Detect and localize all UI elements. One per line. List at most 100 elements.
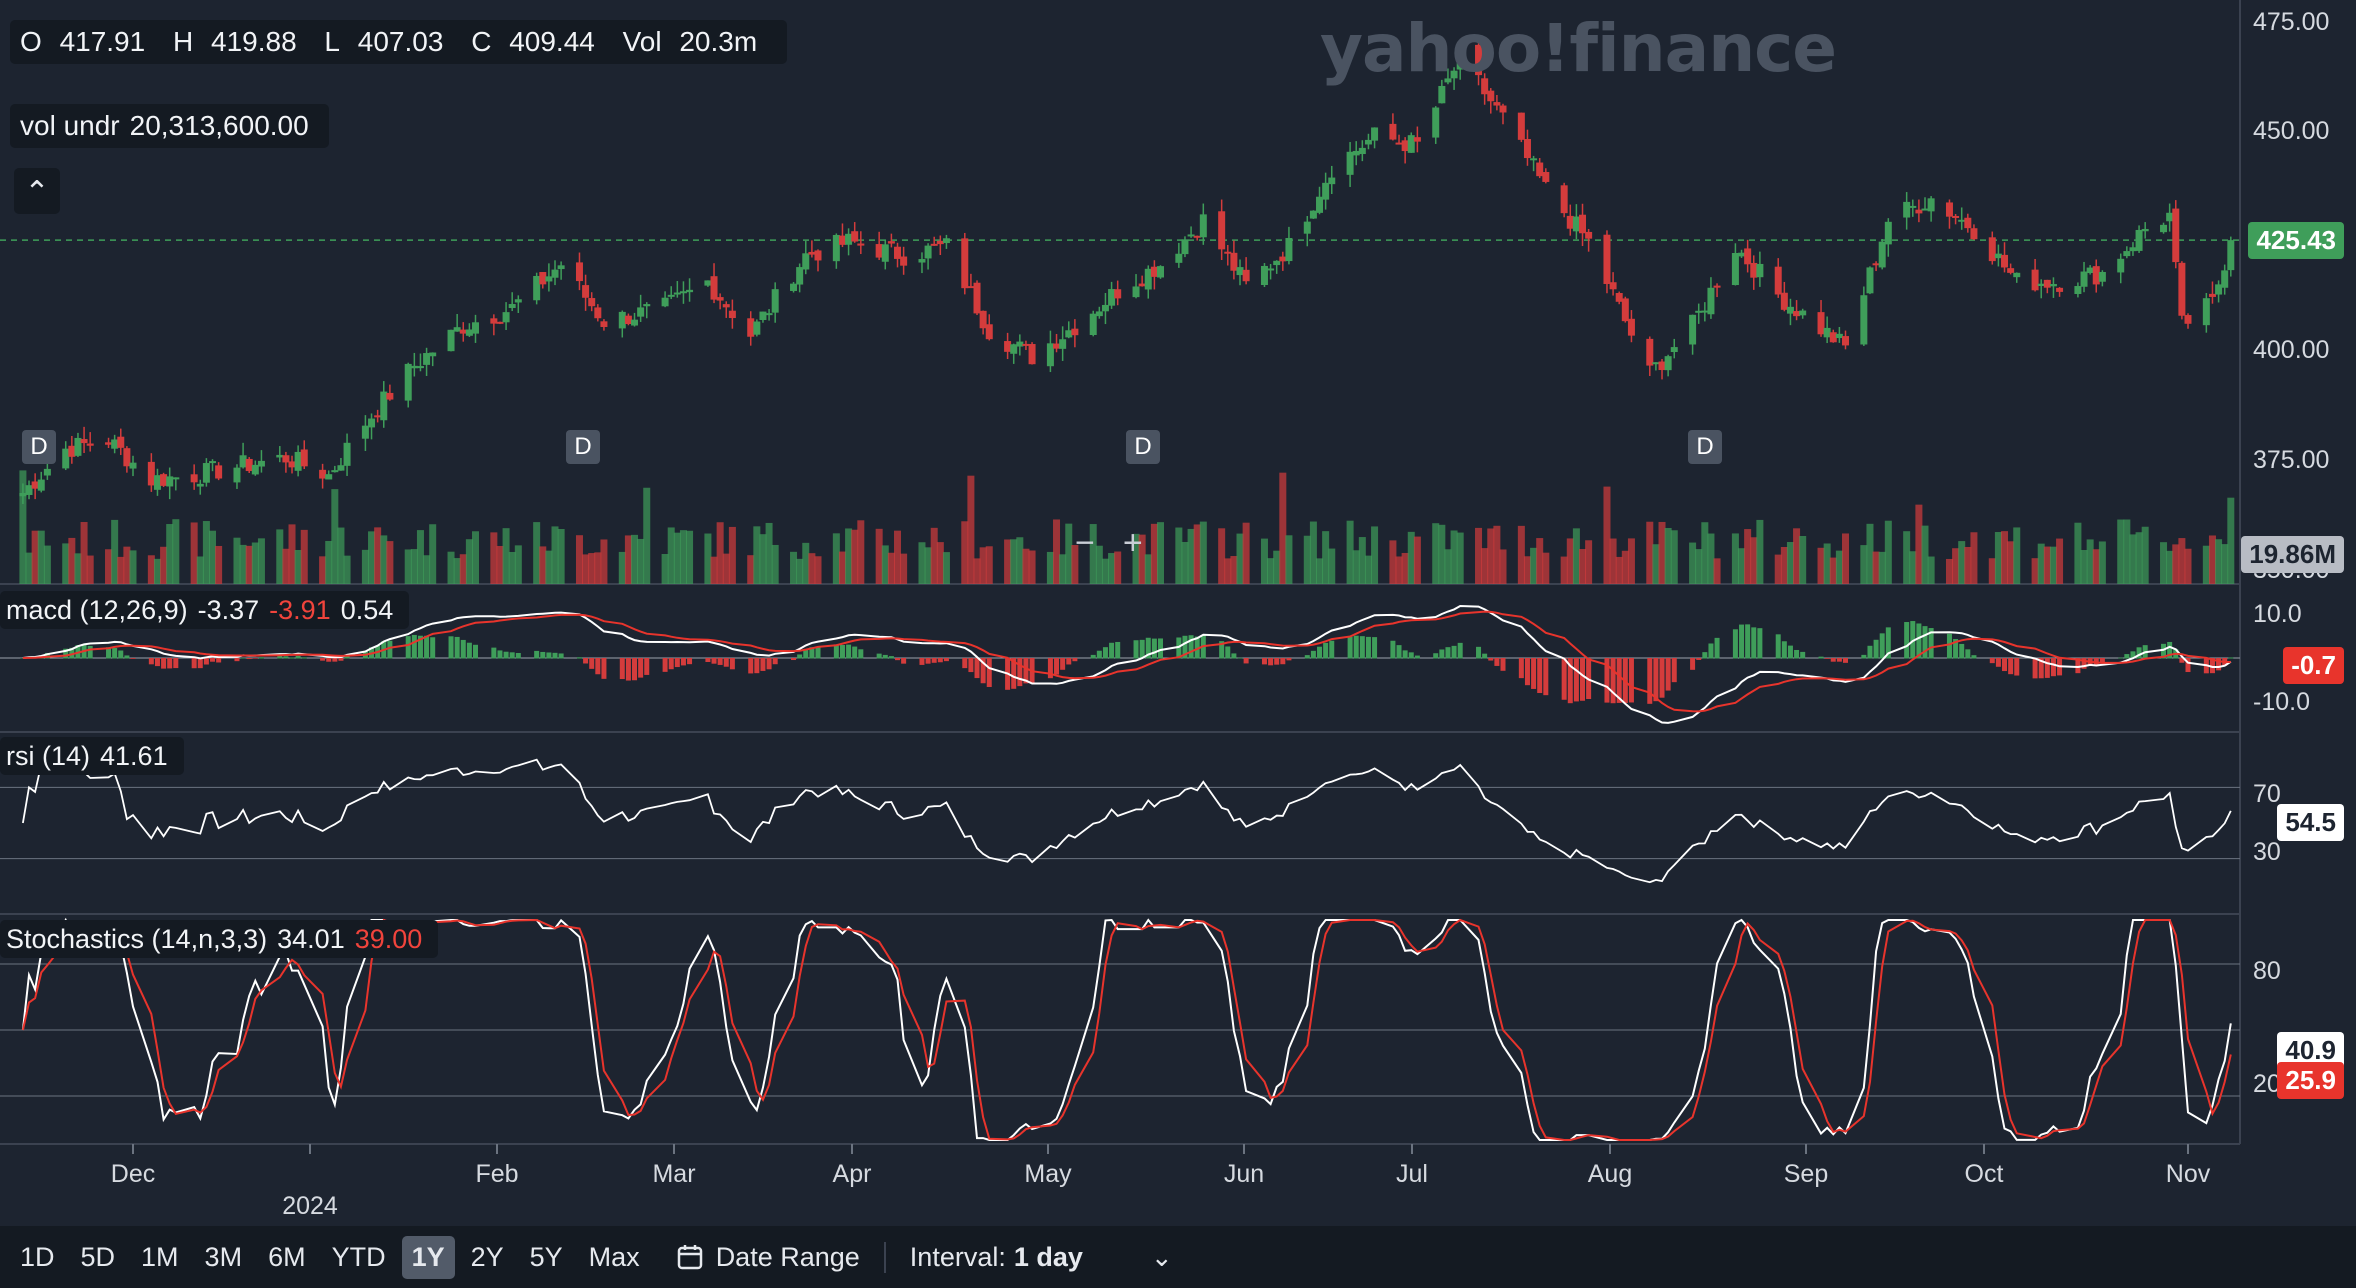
macd-histogram-bar bbox=[1708, 643, 1714, 659]
candle bbox=[1413, 137, 1421, 142]
candle bbox=[1108, 289, 1116, 306]
candle bbox=[2227, 240, 2235, 271]
candle bbox=[1799, 310, 1807, 316]
macd-histogram-bar bbox=[1317, 646, 1323, 659]
range-1y-button[interactable]: 1Y bbox=[401, 1235, 455, 1279]
macd-histogram-bar bbox=[1628, 658, 1634, 703]
candle bbox=[2086, 267, 2094, 274]
zoom-in-button[interactable]: + bbox=[1122, 524, 1143, 562]
dividend-marker[interactable]: D bbox=[566, 430, 600, 464]
range-3m-button[interactable]: 3M bbox=[204, 1241, 243, 1272]
range-2y-button[interactable]: 2Y bbox=[470, 1241, 504, 1272]
macd-histogram-bar bbox=[1604, 658, 1610, 703]
candle bbox=[1046, 343, 1054, 367]
candle bbox=[160, 474, 168, 486]
range-6m-button[interactable]: 6M bbox=[268, 1241, 306, 1272]
range-max-button[interactable]: Max bbox=[588, 1241, 640, 1272]
candle bbox=[936, 240, 944, 245]
volume-bar bbox=[1786, 542, 1794, 584]
range-5d-button[interactable]: 5D bbox=[80, 1241, 116, 1272]
candle bbox=[1260, 265, 1268, 286]
candle bbox=[1059, 339, 1067, 349]
candle bbox=[2135, 229, 2143, 251]
macd-histogram-bar bbox=[1690, 658, 1696, 670]
candle bbox=[1664, 356, 1672, 371]
volume-bar bbox=[918, 542, 926, 584]
candle bbox=[1150, 266, 1158, 277]
candle bbox=[575, 262, 583, 282]
candle bbox=[1267, 268, 1275, 271]
candle bbox=[1731, 252, 1739, 286]
candle bbox=[1603, 234, 1611, 284]
volume-bar bbox=[765, 522, 773, 584]
macd-histogram-bar bbox=[1115, 641, 1121, 659]
volume-bar bbox=[1829, 557, 1837, 584]
volume-bar bbox=[2208, 535, 2216, 584]
candle bbox=[502, 312, 510, 323]
volume-bar bbox=[2013, 527, 2021, 584]
candle bbox=[2123, 251, 2131, 257]
range-1d-button[interactable]: 1D bbox=[20, 1241, 55, 1272]
macd-histogram-bar bbox=[1268, 658, 1274, 666]
macd-histogram-bar bbox=[589, 658, 595, 669]
candle bbox=[1438, 85, 1446, 104]
macd-histogram-bar bbox=[803, 649, 809, 659]
volume-bar bbox=[1432, 523, 1440, 584]
volume-bar bbox=[1071, 545, 1079, 584]
macd-histogram-bar bbox=[466, 642, 472, 659]
range-5y-button[interactable]: 5Y bbox=[529, 1241, 563, 1272]
candle bbox=[2037, 283, 2045, 287]
macd-histogram-bar bbox=[1665, 658, 1671, 691]
dividend-marker[interactable]: D bbox=[22, 430, 56, 464]
close-label: C bbox=[471, 26, 492, 57]
macd-histogram-bar bbox=[405, 636, 411, 659]
volume-bar bbox=[343, 555, 351, 584]
macd-histogram-bar bbox=[277, 655, 283, 659]
macd-histogram-bar bbox=[63, 648, 69, 659]
volume-bar bbox=[1621, 550, 1629, 584]
macd-histogram-bar bbox=[931, 658, 937, 663]
volume-bar bbox=[1175, 527, 1183, 584]
candle bbox=[386, 392, 394, 400]
volume-bar bbox=[86, 555, 94, 584]
dividend-marker[interactable]: D bbox=[1126, 430, 1160, 464]
candle bbox=[472, 322, 479, 334]
macd-histogram-bar bbox=[154, 658, 160, 667]
candle bbox=[239, 455, 247, 468]
volume-bar bbox=[1022, 548, 1030, 584]
macd-histogram-bar bbox=[1885, 627, 1891, 659]
candle bbox=[1395, 142, 1403, 145]
candle bbox=[1364, 139, 1372, 145]
chevron-up-icon[interactable]: ⌃ bbox=[14, 168, 60, 214]
candle bbox=[539, 272, 547, 285]
macd-histogram-bar bbox=[1922, 626, 1928, 659]
ohlc-summary: O 417.91 H 419.88 L 407.03 C 409.44 Vol … bbox=[10, 20, 788, 64]
zoom-out-button[interactable]: − bbox=[1075, 524, 1095, 562]
macd-label: macd (12,26,9) bbox=[6, 595, 188, 625]
chart-area[interactable] bbox=[0, 0, 2356, 1226]
interval-select[interactable]: Interval: 1 day ⌄ bbox=[910, 1242, 1173, 1273]
range-1m-button[interactable]: 1M bbox=[141, 1241, 179, 1272]
dividend-marker[interactable]: D bbox=[1688, 430, 1722, 464]
candle bbox=[1089, 313, 1097, 336]
candle bbox=[1689, 314, 1697, 345]
candle bbox=[808, 251, 816, 255]
volume-bar bbox=[1530, 547, 1538, 584]
date-range-button[interactable]: Date Range bbox=[676, 1241, 886, 1273]
volume-bar bbox=[1994, 532, 2002, 584]
volume-bar bbox=[557, 528, 565, 584]
volume-bar bbox=[1487, 528, 1495, 584]
range-ytd-button[interactable]: YTD bbox=[331, 1241, 386, 1272]
candle bbox=[551, 269, 559, 278]
volume-bar bbox=[1744, 529, 1752, 584]
candle bbox=[618, 311, 626, 329]
candle bbox=[1352, 150, 1360, 156]
volume-bar bbox=[851, 529, 859, 584]
macd-histogram-bar bbox=[1739, 624, 1745, 659]
macd-histogram-bar bbox=[1237, 657, 1243, 659]
volume-bar bbox=[239, 544, 247, 584]
price-tick-475: 475.00 bbox=[2253, 8, 2330, 36]
macd-histogram-bar bbox=[576, 657, 582, 659]
candle bbox=[2129, 247, 2137, 252]
candle bbox=[2221, 270, 2229, 288]
